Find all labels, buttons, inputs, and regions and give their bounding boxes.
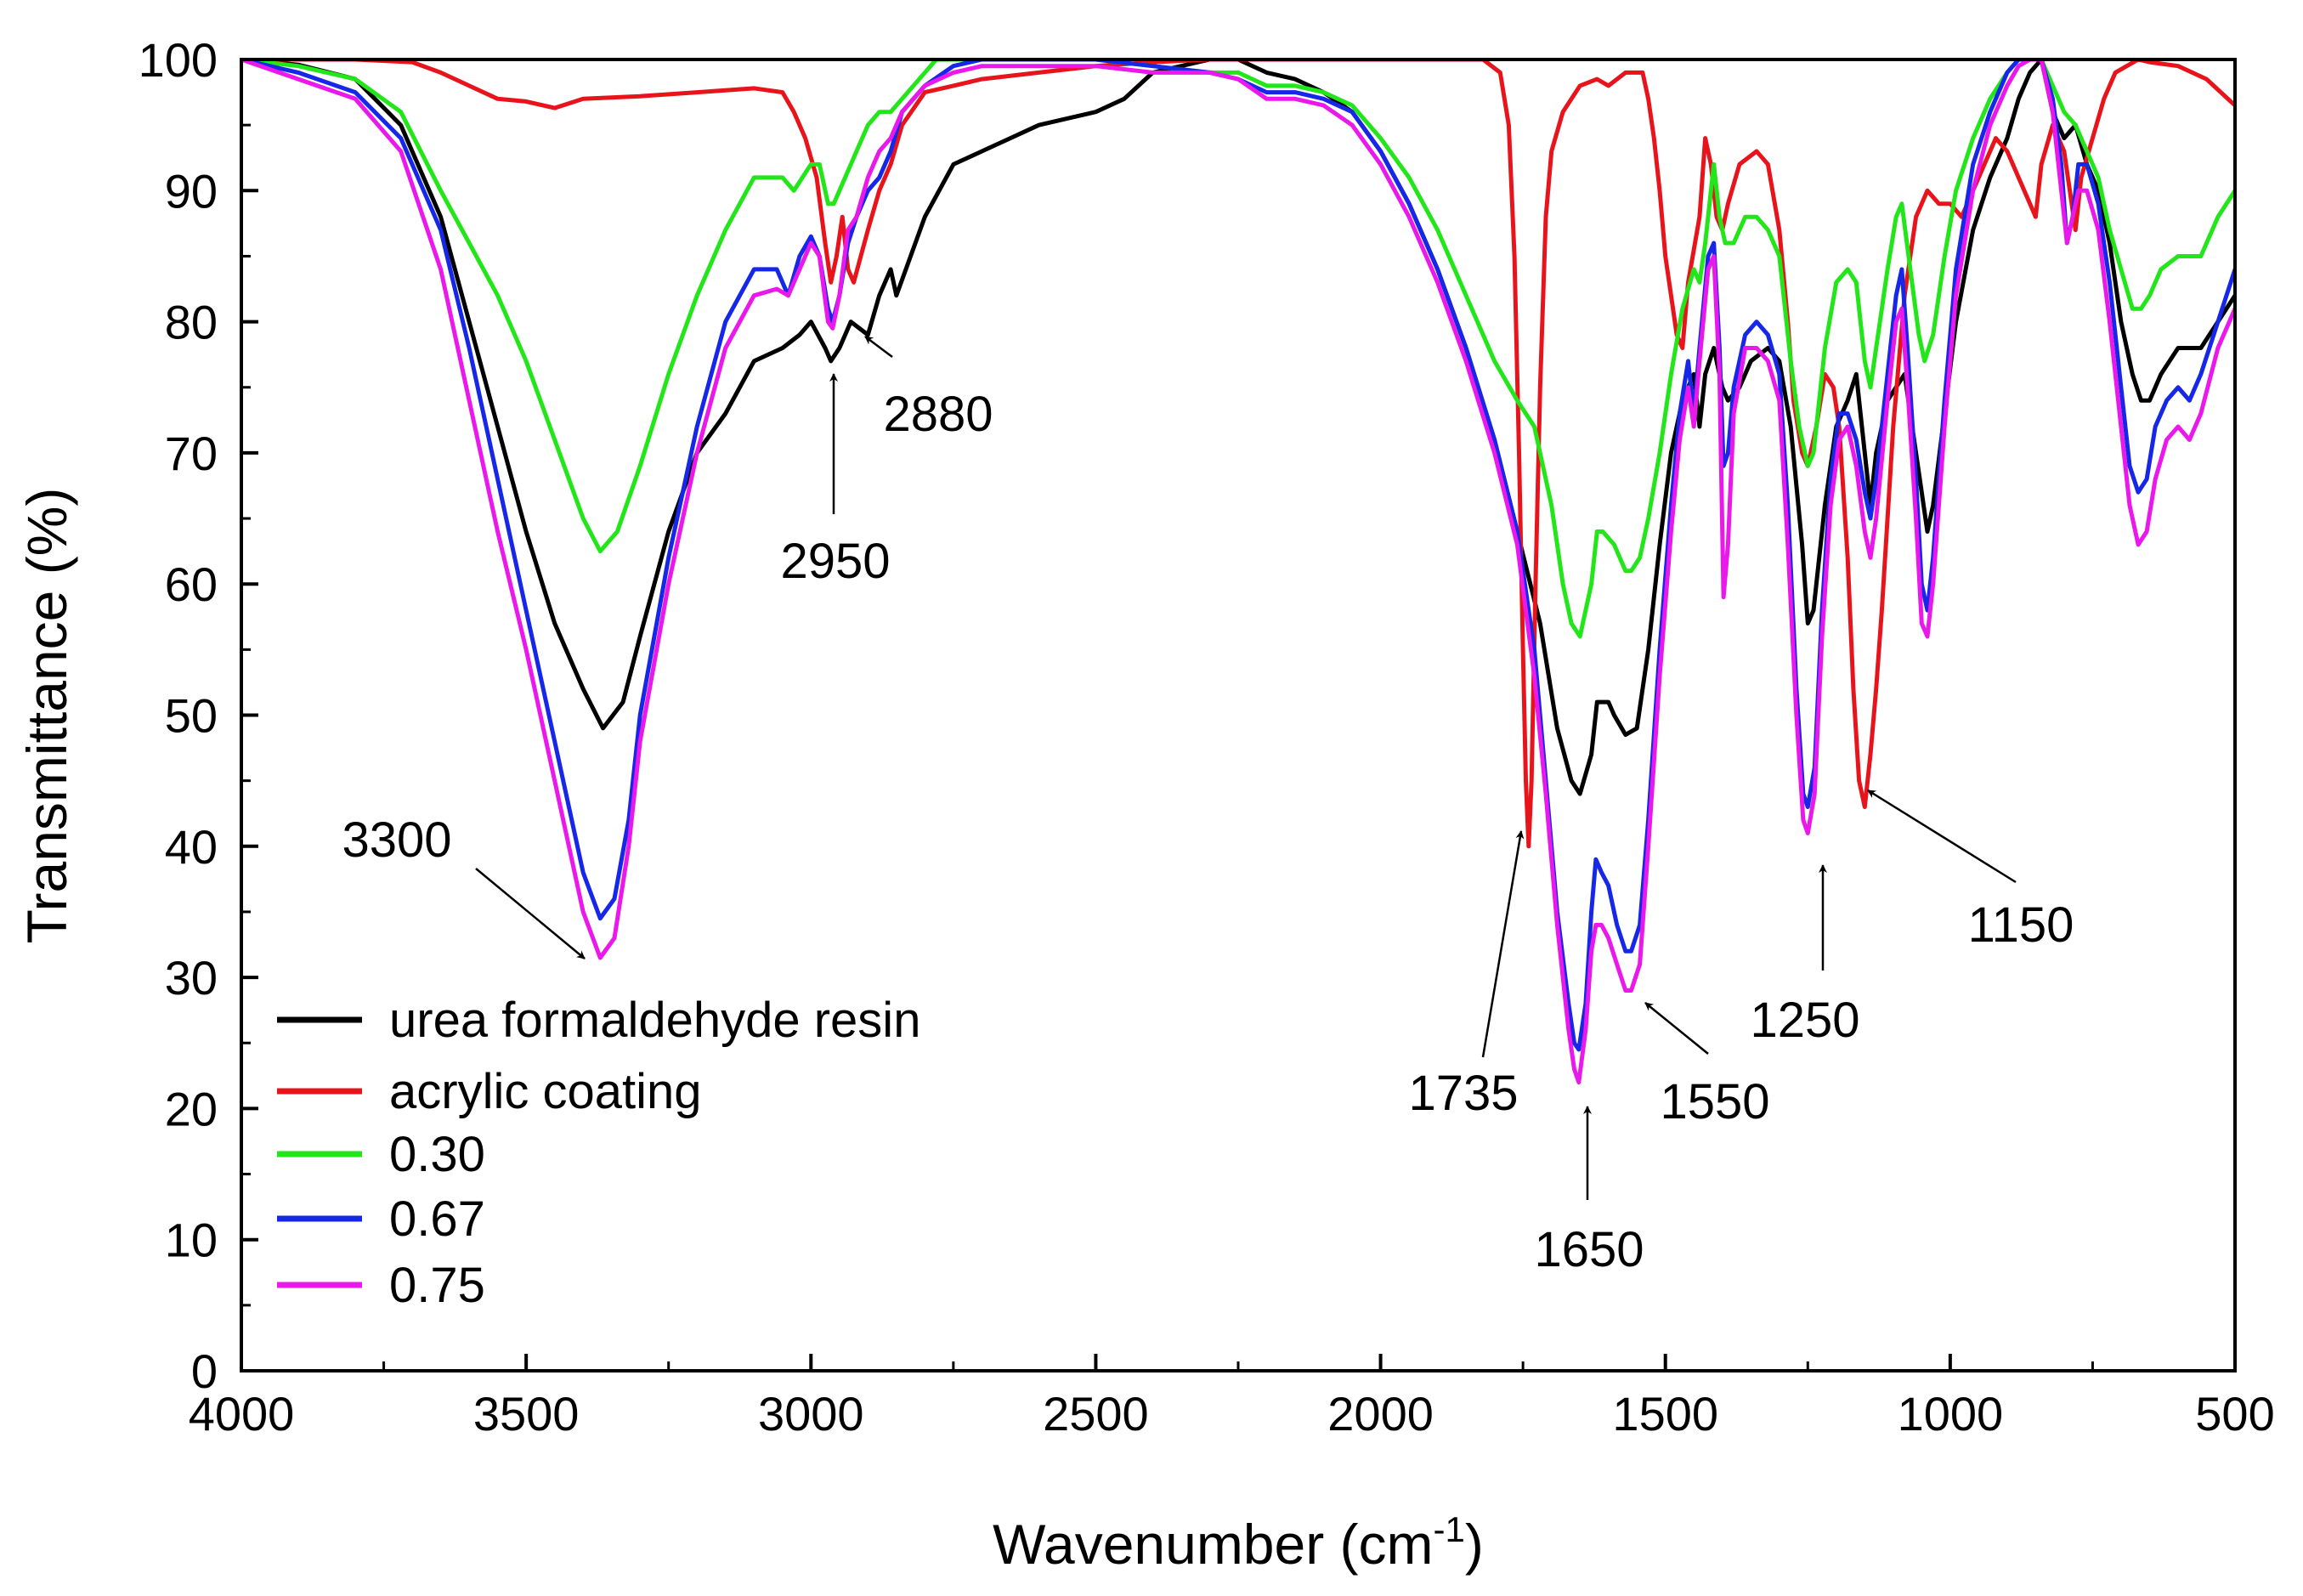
x-tick-label: 3500 [473,1387,580,1440]
y-tick-label: 20 [165,1082,218,1135]
x-tick-label: 4000 [189,1387,295,1440]
x-tick-label: 1500 [1612,1387,1718,1440]
legend-entry-0-30: 0.30 [277,1127,485,1182]
y-axis-title: Transmittance (%) [15,488,78,944]
legend-label: 0.75 [389,1258,485,1313]
annotation-arrow [1867,789,2017,884]
y-tick-label: 0 [191,1344,218,1398]
legend-entry-acrylic-coating: acrylic coating [277,1064,701,1119]
legend-entry-0-67: 0.67 [277,1191,485,1247]
annotation-label: 2880 [883,387,993,442]
x-tick-label: 2500 [1043,1387,1149,1440]
legend-label: urea formaldehyde resin [389,993,920,1048]
legend: urea formaldehyde resin acrylic coating … [277,993,920,1313]
annotation-arrow [1644,1002,1709,1055]
annotation-arrow [475,868,586,959]
annotation-layer: 3300 2950 2880 1735 1650 1550 1250 1150 [342,336,2074,1277]
tick-layer: 4000 3500 3000 2500 2000 1500 1000 500 0 10 20 30 40… [139,33,2275,1440]
x-axis-title: Wavenumber (cm-1) [993,1509,1484,1576]
annotation-arrow [864,336,893,358]
x-tick-label: 3000 [758,1387,864,1440]
annotation-1250: 1250 [1750,864,1860,1048]
y-tick-label: 50 [165,689,218,743]
annotation-label: 3300 [342,812,451,868]
y-tick-label: 40 [165,820,218,874]
annotation-label: 2950 [780,534,890,589]
annotation-arrow [1481,830,1525,1058]
annotation-2950: 2950 [780,373,891,589]
legend-entry-urea-formaldehyde-resin: urea formaldehyde resin [277,993,920,1048]
annotation-1735: 1735 [1408,830,1525,1121]
annotation-label: 1150 [1968,897,2074,953]
series-layer [241,59,2235,1084]
y-tick-label: 60 [165,557,218,611]
series-line-0 [241,59,2235,796]
legend-entry-0-75: 0.75 [277,1258,485,1313]
annotation-label: 1250 [1750,993,1859,1048]
series-line-4 [241,59,2235,1084]
x-tick-label: 500 [2195,1387,2274,1440]
legend-label: acrylic coating [389,1064,701,1119]
x-tick-label: 1000 [1898,1387,2004,1440]
legend-label: 0.30 [389,1127,485,1182]
annotation-1150: 1150 [1867,789,2074,953]
annotation-1650: 1650 [1534,1106,1644,1277]
annotation-1550: 1550 [1644,1002,1770,1129]
y-tick-label: 100 [139,33,218,87]
series-line-2 [241,59,2235,639]
annotation-2880: 2880 [864,336,993,442]
annotation-label: 1735 [1408,1066,1518,1121]
series-line-1 [241,59,2235,849]
annotation-label: 1650 [1534,1222,1644,1277]
y-tick-label: 90 [165,164,218,218]
legend-label: 0.67 [389,1191,485,1247]
y-tick-label: 10 [165,1214,218,1267]
x-axis-title-superscript: -1 [1434,1509,1465,1549]
annotation-label: 1550 [1660,1074,1769,1129]
annotation-3300: 3300 [342,812,586,959]
y-tick-label: 30 [165,951,218,1005]
y-tick-label: 80 [165,296,218,349]
x-tick-label: 2000 [1327,1387,1434,1440]
y-tick-label: 70 [165,427,218,480]
